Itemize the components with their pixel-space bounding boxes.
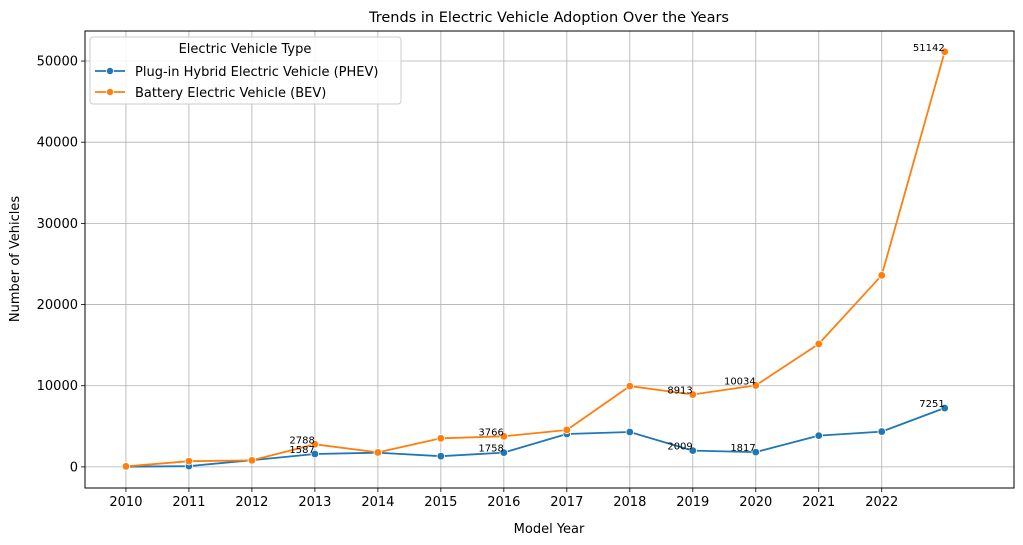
y-tick-label: 40000	[37, 136, 78, 151]
y-axis: 0 10000 20000 30000 40000 50000	[37, 55, 85, 475]
legend-label-phev: Plug-in Hybrid Electric Vehicle (PHEV)	[135, 65, 378, 80]
series-line	[125, 51, 946, 468]
data-point	[751, 447, 760, 457]
legend-box	[89, 36, 402, 105]
data-point	[814, 339, 823, 349]
legend-marker-phev	[106, 67, 115, 76]
data-point	[940, 403, 949, 413]
series-1	[121, 47, 949, 471]
data-point	[751, 381, 760, 390]
x-tick-label: 2010	[109, 495, 142, 510]
data-point	[877, 271, 886, 280]
data-label: 51142	[913, 43, 945, 54]
legend-label-bev: Battery Electric Vehicle (BEV)	[135, 86, 326, 101]
x-tick-label: 2011	[172, 495, 205, 510]
x-tick-label: 2017	[550, 495, 583, 510]
plot-frame	[84, 30, 1015, 489]
data-point	[184, 457, 194, 466]
data-point	[877, 427, 886, 436]
y-tick-label: 10000	[37, 379, 78, 394]
data-point	[247, 456, 257, 465]
x-tick-label: 2016	[487, 495, 520, 510]
y-tick-label: 0	[70, 460, 78, 475]
data-point	[625, 381, 635, 391]
data-label: 2009	[667, 442, 692, 453]
data-label: 10034	[724, 376, 756, 387]
y-tick-label: 20000	[37, 298, 78, 313]
legend-item-phev: Plug-in Hybrid Electric Vehicle (PHEV)	[95, 65, 378, 80]
data-point	[436, 434, 446, 443]
chart-title: Trends in Electric Vehicle Adoption Over…	[368, 10, 729, 26]
annotations: 1587 1758 2009 1817 7251 2788 3766 8913 10034 511…	[289, 43, 944, 456]
data-label: 8913	[667, 386, 692, 397]
x-tick-label: 2018	[613, 495, 646, 510]
x-tick-label: 2013	[298, 495, 331, 510]
series-line	[125, 407, 946, 468]
y-tick-label: 50000	[37, 55, 78, 70]
data-point	[121, 462, 131, 471]
legend-marker-bev	[106, 88, 115, 97]
x-tick-label: 2020	[739, 495, 772, 510]
legend: Electric Vehicle Type Plug-in Hybrid Ele…	[89, 36, 402, 105]
data-point	[688, 446, 697, 455]
x-axis: 2010 2011 2012 2013 2014 2015 2016 2017 2018 2019…	[109, 488, 898, 510]
data-point	[499, 432, 509, 441]
x-axis-label: Model Year	[514, 522, 585, 537]
data-point	[373, 448, 383, 457]
data-label: 3766	[478, 427, 503, 438]
data-point	[436, 451, 446, 461]
series-layer	[121, 47, 949, 471]
data-point	[625, 427, 635, 437]
data-label: 7251	[919, 399, 944, 410]
data-point	[814, 431, 823, 440]
data-point	[688, 390, 697, 399]
x-tick-label: 2012	[235, 495, 268, 510]
data-point	[562, 425, 572, 435]
legend-item-bev: Battery Electric Vehicle (BEV)	[95, 86, 326, 101]
data-point	[310, 440, 320, 449]
x-tick-label: 2015	[424, 495, 457, 510]
y-axis-label: Number of Vehicles	[8, 196, 23, 323]
data-point	[499, 448, 509, 457]
data-point	[310, 449, 320, 459]
x-tick-label: 2014	[361, 495, 394, 510]
data-label: 1587	[289, 445, 314, 456]
data-label: 1817	[730, 443, 755, 454]
data-point	[940, 47, 949, 56]
data-label: 2788	[289, 435, 314, 446]
data-label: 1758	[478, 444, 503, 455]
x-tick-label: 2021	[802, 495, 835, 510]
x-tick-label: 2022	[865, 495, 898, 510]
x-tick-label: 2019	[676, 495, 709, 510]
y-tick-label: 30000	[37, 217, 78, 232]
legend-title: Electric Vehicle Type	[179, 42, 312, 57]
